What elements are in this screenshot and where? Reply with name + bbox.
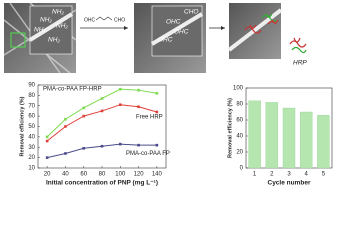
aldehyde-label: OHC: [166, 19, 181, 26]
linker-label: OHC: [84, 17, 96, 23]
marker: [155, 110, 159, 114]
x-tick-label: 80: [99, 172, 106, 178]
figure: NH₂ NH₂ NH₂ NH₂ NH₂ OHC CHO CHO OHC OHC …: [3, 2, 333, 187]
y-axis-label: Removal efficiency (%): [19, 96, 25, 156]
series-label: PMA-co-PAA FP: [126, 151, 170, 157]
x-tick-label: 20: [44, 172, 51, 178]
x-tick-label: 2: [270, 172, 274, 178]
x-tick-label: 120: [134, 172, 145, 178]
y-tick-label: 100: [233, 86, 244, 92]
y-tick-label: 90: [28, 83, 35, 89]
marker: [118, 87, 122, 91]
zoom-box: [10, 32, 26, 48]
series-line: [46, 88, 157, 138]
y-tick-label: 40: [236, 134, 243, 140]
x-tick-label: 60: [80, 172, 87, 178]
marker: [45, 156, 49, 159]
amine-label: NH₂: [56, 23, 68, 30]
marker: [64, 125, 67, 128]
marker: [155, 92, 159, 95]
x-tick-label: 1: [253, 172, 257, 178]
sem-inset: [29, 5, 73, 55]
marker: [82, 114, 86, 118]
marker: [82, 106, 86, 110]
marker: [45, 135, 49, 139]
series-label: PMA-co-PAA FP-HRP: [43, 87, 102, 93]
y-tick-label: 70: [28, 103, 35, 109]
y-tick-label: 30: [28, 145, 35, 151]
marker: [118, 142, 122, 146]
bar: [317, 115, 330, 169]
marker: [45, 139, 49, 143]
y-tick-label: 20: [236, 150, 243, 156]
y-tick-label: 80: [236, 102, 243, 108]
y-tick-label: 40: [28, 134, 35, 140]
amine-label: NH₂: [40, 17, 52, 24]
marker: [155, 143, 159, 147]
page: NH₂ NH₂ NH₂ NH₂ NH₂ OHC CHO CHO OHC OHC …: [3, 2, 333, 187]
bar: [300, 111, 313, 169]
amine-label: NH₂: [52, 9, 64, 16]
marker: [100, 109, 104, 113]
y-tick-label: 20: [28, 155, 35, 161]
marker: [137, 105, 140, 109]
x-axis-label: Initial concentration of PNP (mg L⁻¹): [46, 180, 158, 187]
amine-label: NH₂: [34, 27, 46, 34]
x-tick-label: 4: [305, 172, 309, 178]
x-tick-label: 5: [322, 172, 326, 178]
y-axis-label: Removal efficiency (%): [227, 98, 233, 158]
linker-label: CHO: [114, 17, 125, 23]
marker: [118, 103, 122, 107]
bar: [265, 102, 278, 169]
marker: [64, 152, 67, 155]
marker: [137, 143, 140, 147]
bar: [282, 107, 296, 169]
amine-label: NH₂: [48, 37, 60, 44]
series-label: Free HRP: [136, 115, 163, 121]
marker: [64, 117, 67, 121]
bar: [248, 100, 261, 169]
y-tick-label: 80: [28, 93, 35, 99]
schematic: NH₂ NH₂ NH₂ NH₂ NH₂ OHC CHO CHO OHC OHC …: [3, 2, 307, 74]
marker: [82, 146, 86, 150]
marker: [137, 88, 140, 92]
marker: [100, 144, 104, 148]
y-tick-label: 50: [28, 124, 35, 130]
x-tick-label: 100: [115, 172, 126, 178]
aldehyde-label: CHO: [184, 9, 198, 16]
x-axis-label: Cycle number: [268, 180, 311, 187]
x-tick-label: 3: [287, 172, 291, 178]
y-tick-label: 10: [28, 166, 35, 172]
x-tick-label: 140: [152, 172, 163, 178]
aldehyde-label: OHC: [158, 37, 173, 44]
aldehyde-label: OHC: [174, 29, 189, 36]
y-tick-label: 0: [240, 166, 244, 172]
enzyme-label: HRP: [293, 60, 307, 67]
x-tick-label: 40: [62, 172, 69, 178]
marker: [100, 97, 104, 100]
y-tick-label: 60: [236, 118, 243, 124]
y-tick-label: 60: [28, 114, 35, 120]
